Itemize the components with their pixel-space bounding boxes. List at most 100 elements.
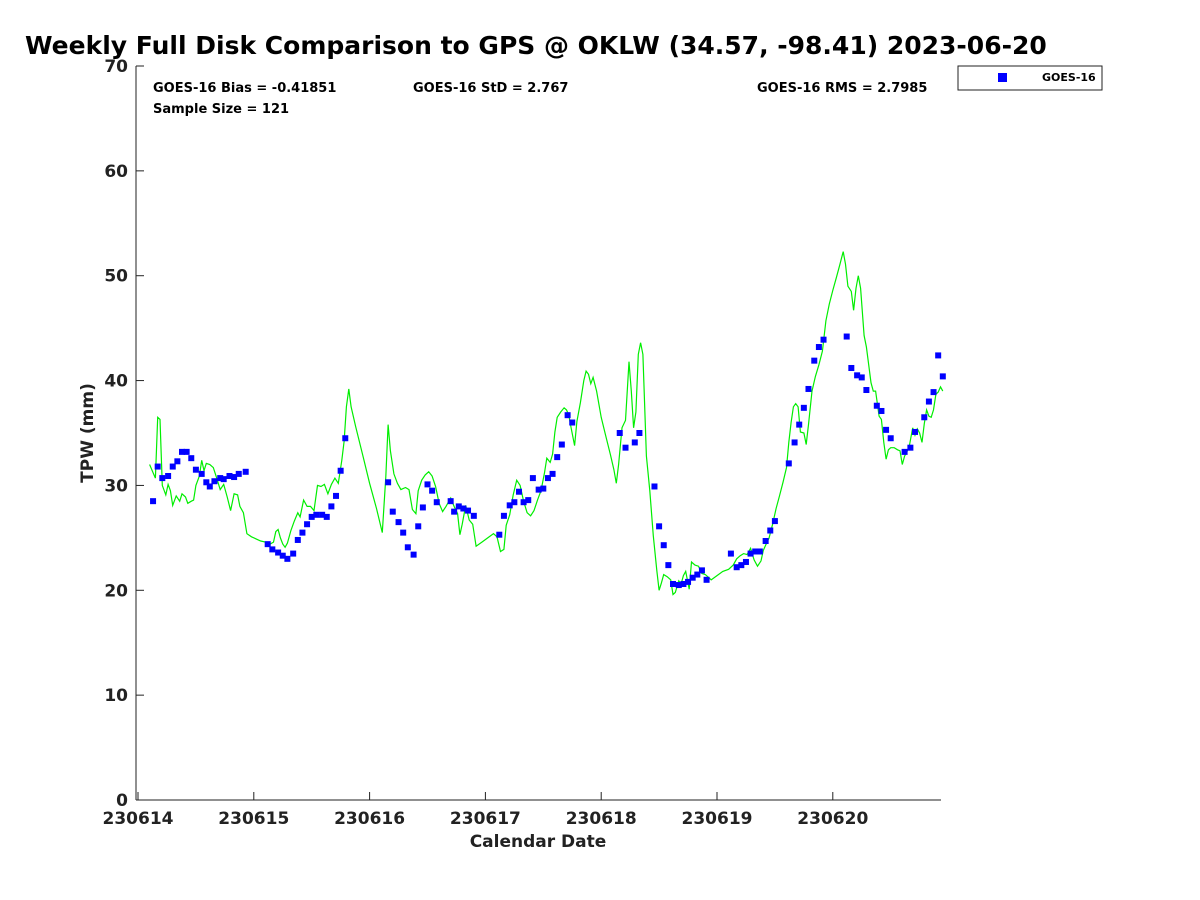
x-tick-label: 230620 <box>797 809 868 829</box>
goes16-point <box>703 576 710 583</box>
x-tick-label: 230617 <box>450 809 521 829</box>
goes16-point <box>544 475 551 482</box>
legend-marker <box>998 73 1007 82</box>
goes16-point <box>747 550 754 557</box>
goes16-point <box>415 523 422 530</box>
goes16-point <box>419 504 426 511</box>
goes16-point <box>631 439 638 446</box>
goes16-point <box>294 536 301 543</box>
goes16-point <box>203 479 210 486</box>
goes16-point <box>540 485 547 492</box>
goes16-point <box>675 582 682 589</box>
goes16-point <box>337 467 344 474</box>
goes16-point <box>159 475 166 482</box>
x-tick-label: 230614 <box>103 809 174 829</box>
goes16-point <box>698 567 705 574</box>
goes16-point <box>656 523 663 530</box>
goes16-point <box>264 541 271 548</box>
y-tick-label: 60 <box>104 162 128 182</box>
goes16-point <box>389 508 396 515</box>
chart-title: Weekly Full Disk Comparison to GPS @ OKL… <box>25 31 1047 60</box>
goes16-point <box>854 372 861 379</box>
goes16-point <box>771 518 778 525</box>
goes16-point <box>883 426 890 433</box>
goes16-point <box>878 407 885 414</box>
goes16-point <box>465 507 472 514</box>
goes16-point <box>150 498 157 505</box>
bias-stat: GOES-16 Bias = -0.41851 <box>153 81 336 96</box>
goes16-point <box>188 455 195 462</box>
legend-box <box>957 65 1103 91</box>
goes16-point <box>535 486 542 493</box>
goes16-point <box>858 374 865 381</box>
goes16-point <box>451 508 458 515</box>
goes16-point <box>939 373 946 380</box>
y-tick-label: 0 <box>116 791 128 811</box>
goes16-point <box>549 470 556 477</box>
goes16-point <box>636 430 643 436</box>
goes16-point <box>211 478 218 485</box>
goes16-point <box>154 463 161 470</box>
goes16-point <box>843 333 850 340</box>
goes16-point <box>500 512 507 519</box>
goes16-point <box>235 470 242 477</box>
y-tick-label: 20 <box>104 581 128 601</box>
goes16-point <box>342 435 349 442</box>
goes16-point <box>733 564 740 571</box>
goes16-point <box>815 344 822 351</box>
x-tick-label: 230619 <box>682 809 753 829</box>
goes16-point <box>328 503 335 510</box>
goes16-point <box>308 513 315 520</box>
goes16-point <box>165 472 172 479</box>
goes16-point <box>174 458 181 465</box>
plot-area <box>149 251 946 596</box>
goes16-point <box>515 488 522 495</box>
goes16-point <box>455 503 462 510</box>
goes16-point <box>447 498 454 505</box>
legend: GOES-16 <box>957 65 1103 91</box>
goes16-point <box>912 428 919 435</box>
goes16-point <box>873 402 880 409</box>
x-ticks: 230614 230615 230616 230617 230618 230619 2306… <box>103 792 868 829</box>
goes16-point <box>694 571 701 578</box>
goes16-point <box>470 512 477 519</box>
legend-label: GOES-16 <box>1042 71 1096 84</box>
goes16-point <box>385 479 392 486</box>
goes16-point <box>685 578 692 585</box>
goes16-point <box>395 519 402 526</box>
goes16-point <box>554 454 561 461</box>
goes16-point <box>901 448 908 455</box>
goes16-point <box>564 412 571 419</box>
goes16-point <box>525 497 532 504</box>
goes16-point <box>767 527 774 534</box>
goes16-point <box>907 444 914 451</box>
y-tick-label: 30 <box>104 476 128 496</box>
goes16-point <box>242 468 249 475</box>
goes16-point <box>506 502 513 509</box>
goes16-point <box>192 466 199 473</box>
goes16-point <box>848 364 855 371</box>
goes16-point <box>887 435 894 442</box>
goes16-point <box>558 441 565 448</box>
goes16-point <box>569 419 576 426</box>
goes16-point <box>800 404 807 411</box>
goes16-point <box>660 542 667 549</box>
rms-stat: GOES-16 RMS = 2.7985 <box>757 81 927 96</box>
goes16-point <box>622 444 629 451</box>
goes16-point <box>738 562 745 569</box>
goes16-point <box>752 548 759 555</box>
goes16-point <box>220 476 227 483</box>
goes16-point <box>284 555 291 562</box>
goes16-point <box>226 472 233 479</box>
y-tick-label: 10 <box>104 686 128 706</box>
goes16-point <box>433 499 440 506</box>
goes16-point <box>805 385 812 392</box>
goes16-point <box>496 531 503 538</box>
goes16-point <box>169 463 176 470</box>
goes16-point <box>520 499 527 506</box>
goes16-point <box>511 499 518 506</box>
x-axis-label: Calendar Date <box>470 832 607 852</box>
goes16-point <box>811 357 818 364</box>
goes16-point <box>323 513 330 520</box>
